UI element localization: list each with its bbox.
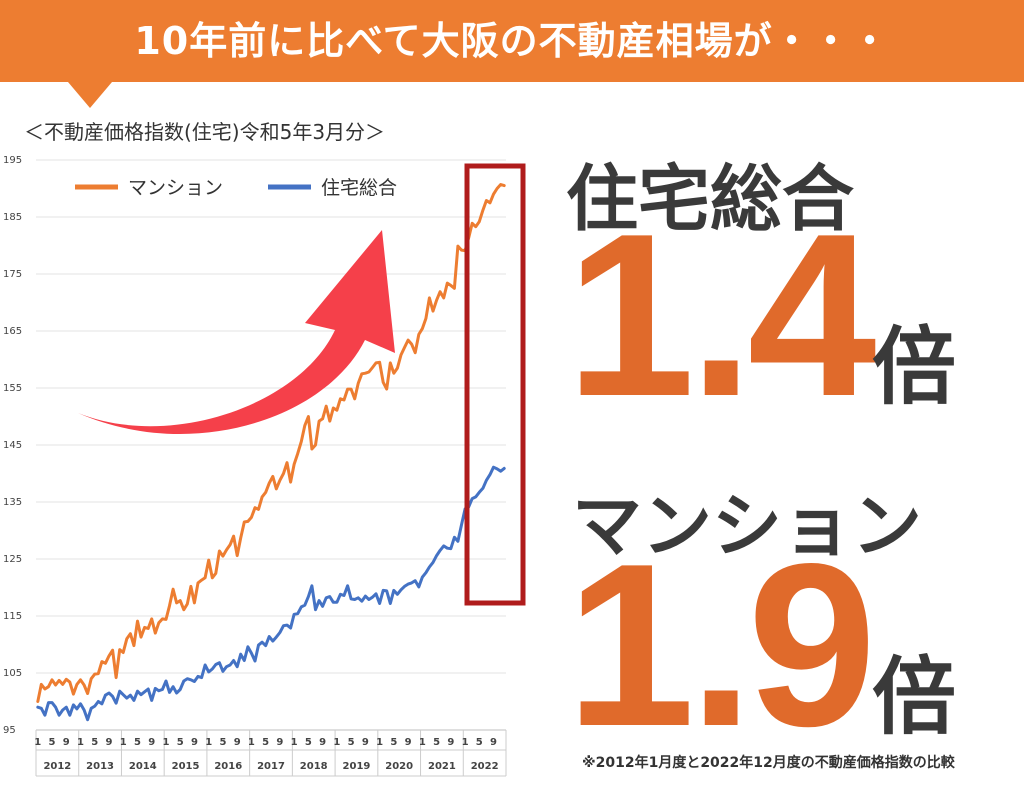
x-month-tick-label: 1 — [462, 737, 469, 748]
x-month-tick-label: 5 — [177, 737, 184, 748]
x-year-tick-label: 2019 — [343, 761, 371, 772]
banner-pointer — [68, 82, 112, 108]
x-month-tick-label: 9 — [362, 737, 369, 748]
x-month-tick-label: 1 — [248, 737, 255, 748]
y-tick-label: 195 — [3, 155, 22, 166]
x-month-tick-label: 5 — [305, 737, 312, 748]
x-month-tick-label: 1 — [162, 737, 169, 748]
y-tick-label: 115 — [3, 611, 22, 622]
x-month-tick-label: 5 — [134, 737, 141, 748]
x-month-tick-label: 9 — [63, 737, 70, 748]
mansion-ratio-unit: 倍 — [872, 648, 957, 746]
housing-ratio-value: 1.4 — [566, 186, 877, 445]
x-month-tick-label: 5 — [262, 737, 269, 748]
mansion-series-line — [36, 183, 506, 703]
x-month-tick-label: 9 — [276, 737, 283, 748]
x-year-tick-label: 2021 — [428, 761, 456, 772]
y-tick-label: 175 — [3, 269, 22, 280]
y-tick-label: 125 — [3, 554, 22, 565]
y-tick-label: 155 — [3, 383, 22, 394]
x-month-tick-label: 9 — [490, 737, 497, 748]
housing-label: 住宅総合 — [566, 157, 855, 241]
x-year-tick-label: 2015 — [172, 761, 200, 772]
x-year-tick-label: 2022 — [471, 761, 499, 772]
x-month-tick-label: 5 — [49, 737, 56, 748]
x-year-tick-label: 2016 — [214, 761, 242, 772]
x-month-tick-label: 9 — [447, 737, 454, 748]
highlight-box — [464, 163, 526, 606]
banner-title: 10年前に比べて大阪の不動産相場が・・・ — [134, 19, 890, 63]
y-tick-label: 135 — [3, 497, 22, 508]
x-month-tick-label: 5 — [348, 737, 355, 748]
x-year-tick-label: 2012 — [43, 761, 71, 772]
trend-arrow-icon — [78, 230, 395, 434]
x-month-tick-label: 1 — [419, 737, 426, 748]
x-month-tick-label: 1 — [376, 737, 383, 748]
housing-series-line — [36, 465, 506, 722]
x-month-tick-label: 9 — [234, 737, 241, 748]
x-month-tick-label: 5 — [219, 737, 226, 748]
y-tick-label: 165 — [3, 326, 22, 337]
x-month-tick-label: 1 — [291, 737, 298, 748]
x-month-tick-label: 1 — [120, 737, 127, 748]
x-year-tick-label: 2020 — [385, 761, 413, 772]
x-month-tick-label: 5 — [390, 737, 397, 748]
x-month-tick-label: 9 — [319, 737, 326, 748]
x-month-tick-label: 9 — [191, 737, 198, 748]
mansion-ratio-value: 1.9 — [566, 516, 877, 775]
footnote: ※2012年1月度と2022年12月度の不動産価格指数の比較 — [582, 755, 955, 771]
x-year-tick-label: 2018 — [300, 761, 328, 772]
x-month-tick-label: 1 — [205, 737, 212, 748]
x-month-tick-label: 1 — [333, 737, 340, 748]
chart-subtitle: ＜不動産価格指数(住宅)令和5年3月分＞ — [24, 120, 386, 144]
y-tick-label: 95 — [3, 725, 16, 736]
x-month-tick-label: 1 — [34, 737, 41, 748]
chart-legend: マンション 住宅総合 — [75, 177, 397, 199]
legend-label-mansion: マンション — [128, 177, 223, 199]
x-year-tick-label: 2017 — [257, 761, 285, 772]
x-month-tick-label: 1 — [77, 737, 84, 748]
x-month-tick-label: 9 — [106, 737, 113, 748]
x-year-tick-label: 2013 — [86, 761, 114, 772]
x-year-tick-label: 2014 — [129, 761, 157, 772]
header-banner — [0, 0, 1024, 82]
x-month-tick-label: 9 — [405, 737, 412, 748]
y-tick-label: 185 — [3, 212, 22, 223]
y-tick-label: 105 — [3, 668, 22, 679]
x-month-tick-label: 5 — [91, 737, 98, 748]
x-month-tick-label: 5 — [476, 737, 483, 748]
x-month-tick-label: 5 — [433, 737, 440, 748]
housing-ratio-unit: 倍 — [872, 318, 957, 416]
x-month-tick-label: 9 — [148, 737, 155, 748]
y-tick-label: 145 — [3, 440, 22, 451]
mansion-label: マンション — [572, 485, 922, 567]
legend-label-housing: 住宅総合 — [321, 177, 397, 199]
